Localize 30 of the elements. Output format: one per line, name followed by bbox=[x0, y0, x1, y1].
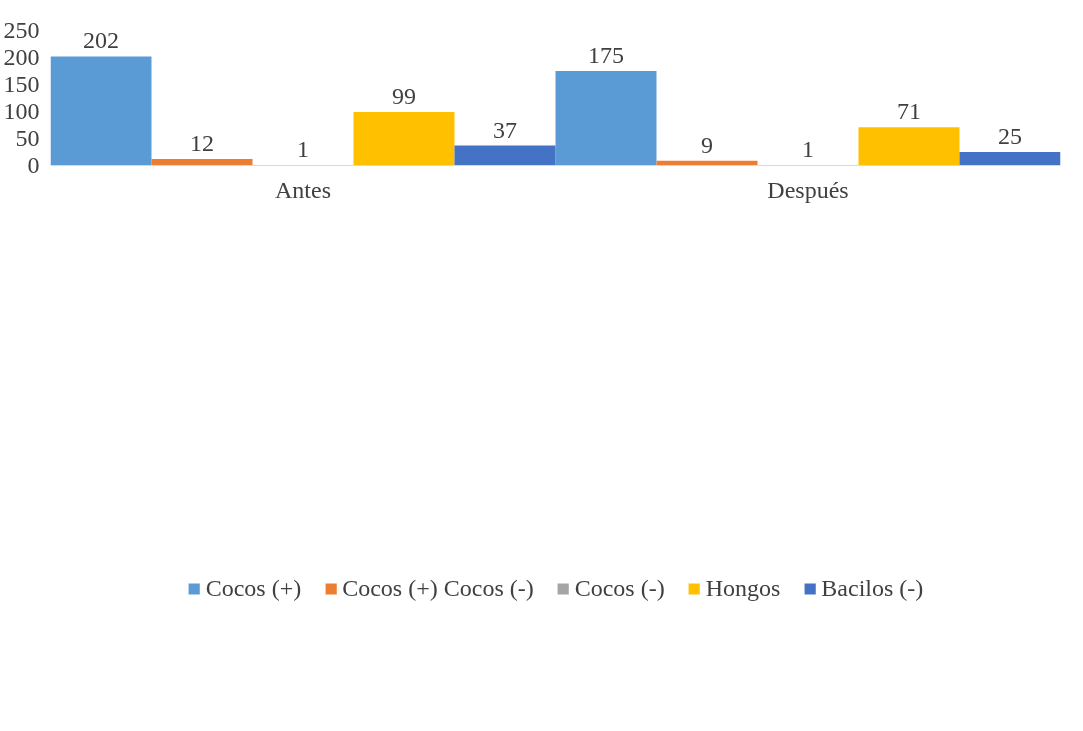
y-tick-label: 50 bbox=[15, 125, 40, 151]
x-tick-label: Antes bbox=[275, 176, 331, 203]
y-tick-label: 250 bbox=[3, 17, 40, 43]
bar bbox=[151, 159, 253, 166]
bar bbox=[959, 152, 1061, 166]
bar bbox=[858, 127, 960, 166]
data-label: 25 bbox=[998, 123, 1022, 149]
data-label: 12 bbox=[190, 130, 214, 157]
bar bbox=[555, 71, 657, 166]
data-label: 175 bbox=[588, 42, 624, 68]
legend-label: Cocos (+) bbox=[205, 574, 302, 602]
legend-label: Hongos bbox=[705, 574, 781, 602]
y-tick-label: 150 bbox=[3, 71, 40, 97]
data-label: 1 bbox=[802, 135, 814, 162]
data-label: 9 bbox=[701, 131, 713, 158]
data-label: 37 bbox=[493, 116, 517, 143]
y-tick-label: 100 bbox=[3, 98, 40, 124]
y-tick-label: 0 bbox=[27, 152, 40, 178]
bar bbox=[353, 112, 455, 166]
data-label: 99 bbox=[392, 83, 416, 110]
legend-label: Cocos (+) Cocos (-) bbox=[342, 574, 534, 602]
x-tick-label: Después bbox=[767, 176, 849, 203]
y-tick-label: 200 bbox=[3, 44, 40, 70]
legend-label: Cocos (-) bbox=[574, 574, 665, 602]
data-label: 202 bbox=[83, 27, 119, 54]
bar bbox=[454, 145, 556, 166]
legend-label: Bacilos (-) bbox=[821, 574, 924, 602]
data-label: 71 bbox=[897, 98, 921, 125]
data-label: 1 bbox=[297, 135, 309, 162]
bar bbox=[50, 56, 152, 166]
